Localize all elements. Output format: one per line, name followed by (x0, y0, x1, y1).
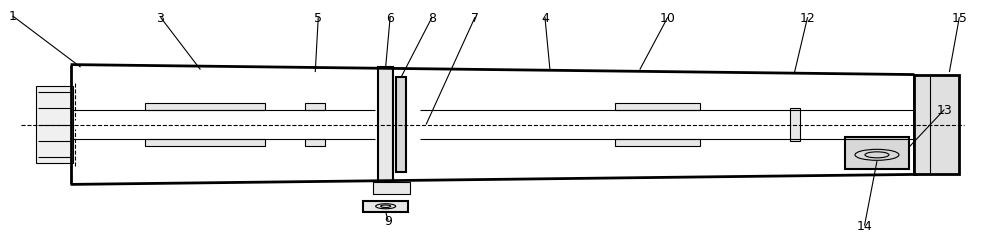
Text: 15: 15 (951, 12, 967, 24)
Text: 6: 6 (386, 12, 394, 24)
Bar (845, 138, 909, 170)
Text: 10: 10 (660, 12, 676, 24)
Text: 12: 12 (800, 12, 815, 24)
Text: 13: 13 (937, 104, 952, 117)
Text: 8: 8 (428, 12, 436, 24)
Bar (914, 75, 959, 175)
Text: 1: 1 (9, 10, 17, 23)
Bar (36, 86, 73, 164)
Bar (615, 104, 700, 110)
Bar (145, 140, 265, 146)
Bar (396, 78, 406, 172)
Text: 9: 9 (384, 214, 392, 227)
Text: 3: 3 (157, 12, 164, 24)
Bar (914, 75, 916, 175)
Bar (790, 109, 800, 141)
Bar (145, 104, 265, 110)
Bar (373, 182, 410, 194)
Bar (615, 140, 700, 146)
Text: 14: 14 (857, 219, 872, 232)
Text: 5: 5 (314, 12, 322, 24)
Text: 7: 7 (471, 12, 479, 24)
Bar (363, 201, 408, 212)
Bar (305, 140, 325, 146)
Text: 4: 4 (541, 12, 549, 24)
Bar (305, 104, 325, 110)
Bar (378, 68, 393, 182)
